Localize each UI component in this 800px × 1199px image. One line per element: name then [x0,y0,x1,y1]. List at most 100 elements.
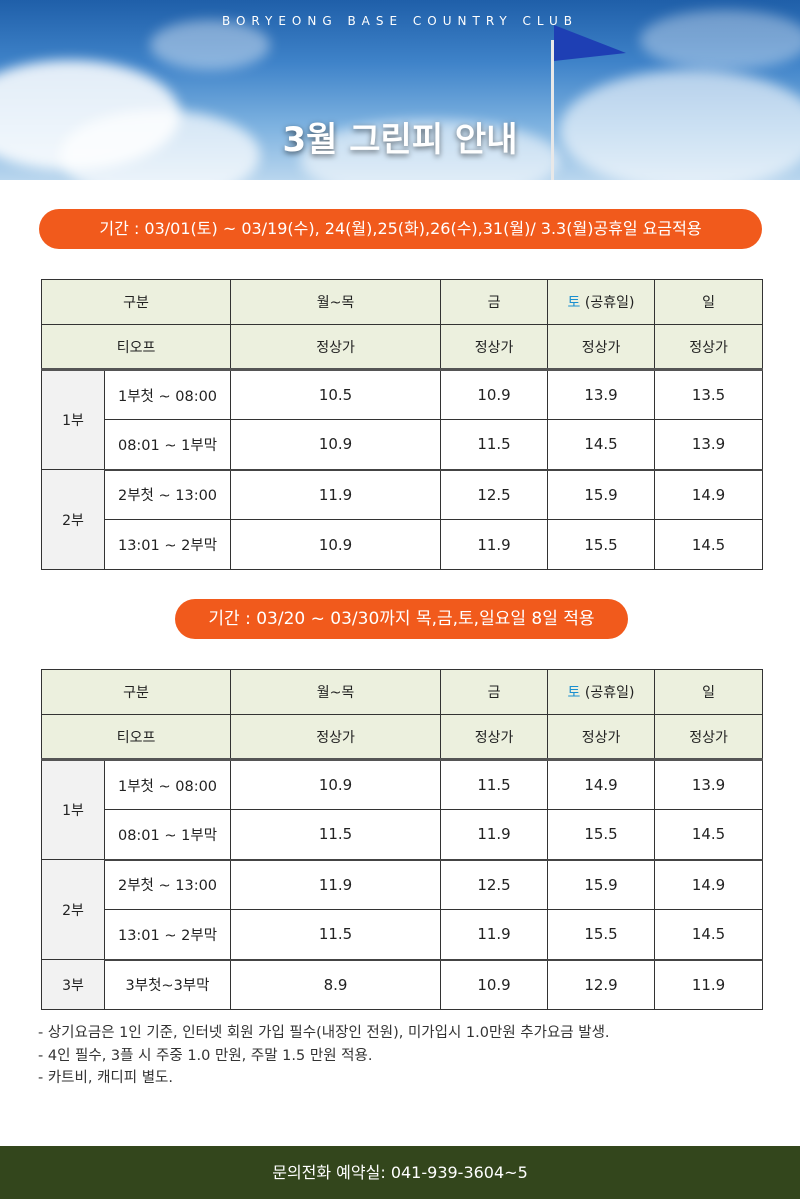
header-regular-price: 정상가 [547,714,656,761]
price-friday: 10.9 [440,369,549,420]
notes: - 상기요금은 1인 기준, 인터넷 회원 가입 필수(내장인 전원), 미가입… [38,1022,778,1090]
tee-time: 08:01 ~ 1부막 [103,419,232,471]
tee-time: 13:01 ~ 2부막 [103,909,232,961]
price-weekday: 10.5 [230,369,442,420]
price-saturday: 14.9 [547,759,656,810]
price-weekday: 11.9 [230,859,442,910]
price-weekday: 11.5 [230,809,442,861]
price-friday: 12.5 [440,469,549,520]
flag-pole [551,40,554,180]
period1-label: 기간 : 03/01(토) ~ 03/19(수), 24(월),25(화),26… [39,209,762,249]
header-regular-price: 정상가 [230,324,442,371]
header-regular-price: 정상가 [547,324,656,371]
tee-time: 2부첫 ~ 13:00 [103,859,232,910]
table-row: 08:01 ~ 1부막 10.9 11.5 14.5 13.9 [42,419,764,471]
price-sunday: 13.5 [654,369,764,420]
price-saturday: 15.5 [547,809,656,861]
table-row: 1부 1부첫 ~ 08:00 10.9 11.5 14.9 13.9 [41,759,764,860]
price-saturday: 12.9 [547,959,656,1010]
tee-time: 1부첫 ~ 08:00 [103,369,232,420]
price-weekday: 11.9 [230,469,442,520]
header-saturday: 토 (공휴일) [547,669,656,715]
header-weekday: 월~목 [230,669,442,715]
tee-time: 2부첫 ~ 13:00 [103,469,232,520]
price-sunday: 14.5 [654,809,764,861]
price-weekday: 8.9 [230,959,442,1010]
part-label: 3부 [41,959,105,1010]
tee-time: 13:01 ~ 2부막 [103,519,232,570]
tee-time: 1부첫 ~ 08:00 [103,759,232,810]
price-friday: 11.5 [440,419,549,471]
header-regular-price: 정상가 [440,324,549,371]
part-label: 1부 [41,369,105,470]
header-friday: 금 [440,279,549,325]
header-regular-price: 정상가 [440,714,549,761]
price-sunday: 14.5 [654,909,764,961]
header-saturday-label: 토 [567,295,581,311]
price-saturday: 15.5 [547,909,656,961]
price-weekday: 10.9 [230,419,442,471]
cloud-decoration [560,70,800,180]
note-line: - 상기요금은 1인 기준, 인터넷 회원 가입 필수(내장인 전원), 미가입… [38,1025,610,1041]
price-saturday: 15.9 [547,859,656,910]
price-saturday: 13.9 [547,369,656,420]
table-row: 3부 3부첫~3부막 8.9 10.9 12.9 11.9 [41,959,764,1010]
header-sunday: 일 [654,669,764,715]
table-row: 08:01 ~ 1부막 11.5 11.9 15.5 14.5 [42,809,764,861]
price-weekday: 10.9 [230,759,442,810]
tee-time: 08:01 ~ 1부막 [103,809,232,861]
header-friday: 금 [440,669,549,715]
header-holiday-note: (공휴일) [584,685,635,701]
cloud-decoration [60,110,260,180]
cloud-decoration [300,120,560,180]
header-sunday: 일 [654,279,764,325]
note-line: - 4인 필수, 3플 시 주중 1.0 만원, 주말 1.5 만원 적용. [38,1047,373,1064]
cloud-decoration [150,20,270,70]
price-friday: 12.5 [440,859,549,910]
price-sunday: 13.9 [654,419,764,471]
period2-label: 기간 : 03/20 ~ 03/30까지 목,금,토,일요일 8일 적용 [175,599,628,639]
part-label: 2부 [41,859,105,960]
header-regular-price: 정상가 [230,714,442,761]
price-saturday: 14.5 [547,419,656,471]
club-name: BORYEONG BASE COUNTRY CLUB [221,14,579,28]
header-teeoff: 티오프 [40,714,232,761]
table-row: 13:01 ~ 2부막 10.9 11.9 15.5 14.5 [42,519,764,570]
price-sunday: 14.9 [654,469,764,520]
hero-banner: BORYEONG BASE COUNTRY CLUB 3월 그린피 안내 [0,0,800,180]
price-sunday: 13.9 [654,759,764,810]
header-regular-price: 정상가 [654,324,764,371]
cloud-decoration [640,10,800,70]
table-row: 13:01 ~ 2부막 11.5 11.9 15.5 14.5 [42,909,764,961]
header-saturday-label: 토 [567,685,581,701]
fee-table-period1: 구분 월~목 금 토 (공휴일) 일 티오프 정상가 정상가 정상가 정상가 1… [40,279,764,570]
note-line: - 카트비, 캐디피 별도. [38,1070,173,1086]
header-category: 구분 [40,669,232,715]
fee-table-period2: 구분 월~목 금 토 (공휴일) 일 티오프 정상가 정상가 정상가 정상가 1… [40,669,764,1010]
price-saturday: 15.5 [547,519,656,570]
price-sunday: 14.5 [654,519,764,570]
page-title: 3월 그린피 안내 [282,120,518,160]
price-sunday: 11.9 [654,959,764,1010]
table-row: 1부 1부첫 ~ 08:00 10.5 10.9 13.9 13.5 [41,369,764,470]
price-friday: 11.5 [440,759,549,810]
header-category: 구분 [40,279,232,325]
golf-flag-icon [554,24,626,72]
price-weekday: 11.5 [230,909,442,961]
header-weekday: 월~목 [230,279,442,325]
footer-contact: 문의전화 예약실: 041-939-3604~5 [0,1146,800,1199]
part-label: 1부 [41,759,105,860]
price-friday: 11.9 [440,809,549,861]
price-saturday: 15.9 [547,469,656,520]
tee-time: 3부첫~3부막 [103,959,232,1010]
header-regular-price: 정상가 [654,714,764,761]
header-holiday-note: (공휴일) [584,295,635,311]
header-saturday: 토 (공휴일) [547,279,656,325]
part-label: 2부 [41,469,105,570]
table-row: 2부 2부첫 ~ 13:00 11.9 12.5 15.9 14.9 [41,469,764,570]
price-weekday: 10.9 [230,519,442,570]
price-friday: 11.9 [440,519,549,570]
table-row: 2부 2부첫 ~ 13:00 11.9 12.5 15.9 14.9 [41,859,764,960]
header-teeoff: 티오프 [40,324,232,371]
price-sunday: 14.9 [654,859,764,910]
